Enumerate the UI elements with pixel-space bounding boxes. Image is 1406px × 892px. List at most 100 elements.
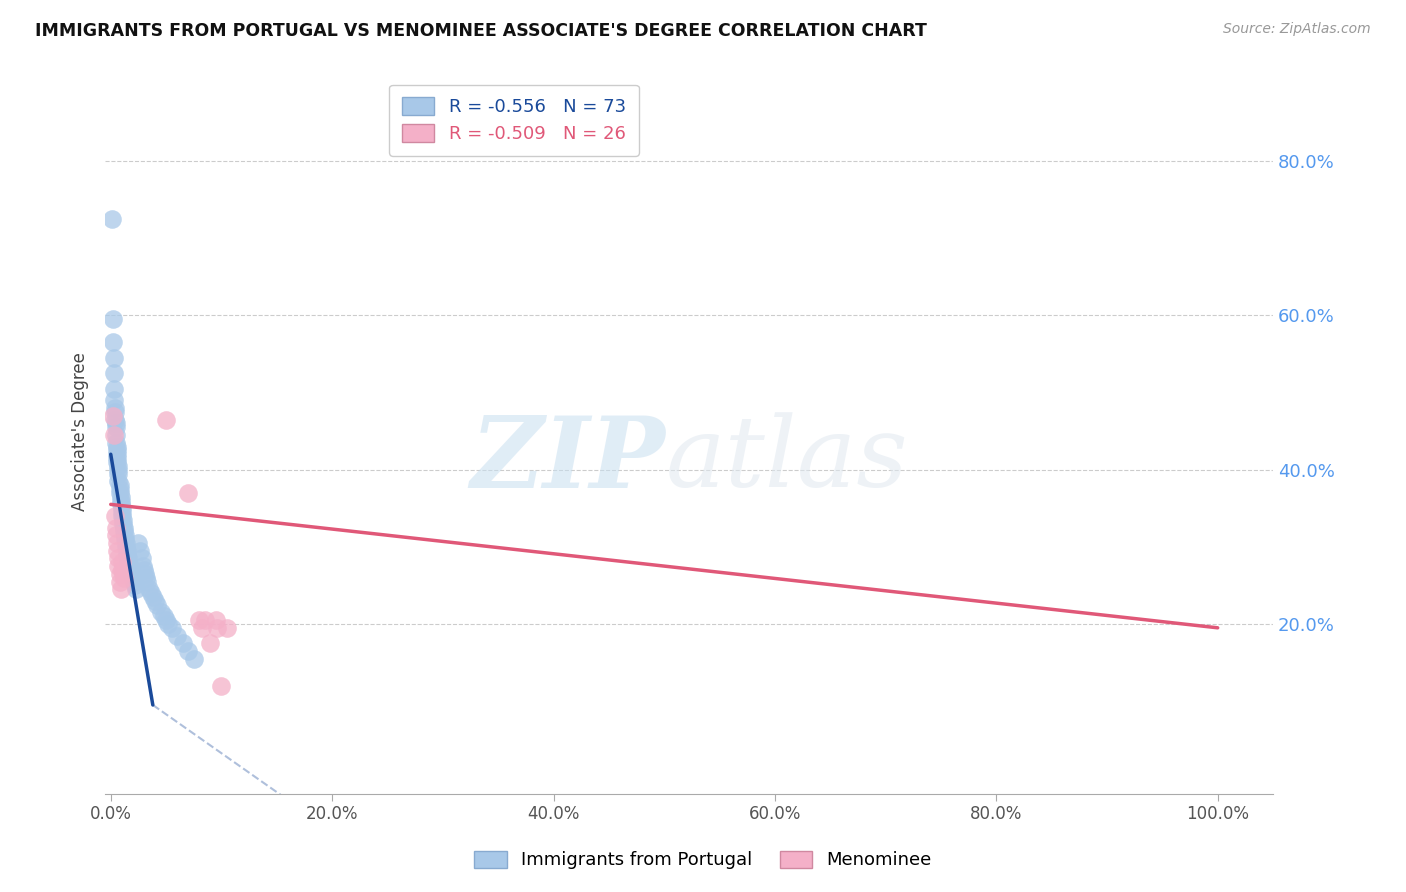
Point — [142, 590, 165, 604]
Point — [124, 578, 146, 592]
Point — [110, 582, 132, 597]
Point — [112, 520, 135, 534]
Point — [103, 366, 125, 380]
Point — [110, 493, 132, 508]
Point — [111, 555, 134, 569]
Point — [134, 566, 156, 581]
Point — [209, 679, 232, 693]
Point — [205, 621, 228, 635]
Point — [121, 566, 143, 581]
Point — [127, 536, 149, 550]
Point — [115, 540, 138, 554]
Point — [103, 382, 125, 396]
Point — [111, 508, 134, 523]
Point — [110, 497, 132, 511]
Point — [105, 417, 128, 431]
Point — [105, 455, 128, 469]
Point — [188, 613, 211, 627]
Point — [131, 551, 153, 566]
Point — [128, 543, 150, 558]
Point — [105, 428, 128, 442]
Point — [108, 566, 131, 581]
Point — [132, 559, 155, 574]
Point — [105, 447, 128, 461]
Point — [149, 606, 172, 620]
Point — [200, 636, 222, 650]
Point — [205, 613, 228, 627]
Point — [155, 412, 177, 426]
Point — [100, 211, 122, 226]
Point — [105, 440, 128, 454]
Point — [157, 617, 180, 632]
Point — [112, 571, 135, 585]
Point — [101, 335, 124, 350]
Point — [108, 574, 131, 589]
Point — [103, 393, 125, 408]
Point — [122, 574, 145, 589]
Point — [111, 566, 134, 581]
Point — [117, 551, 139, 566]
Point — [136, 574, 159, 589]
Point — [107, 458, 129, 473]
Point — [190, 621, 212, 635]
Point — [125, 582, 148, 597]
Point — [155, 613, 177, 627]
Point — [107, 463, 129, 477]
Point — [177, 644, 200, 658]
Point — [177, 485, 200, 500]
Point — [118, 559, 141, 574]
Point — [101, 312, 124, 326]
Point — [194, 613, 217, 627]
Point — [107, 559, 129, 574]
Point — [108, 485, 131, 500]
Point — [138, 582, 160, 597]
Point — [132, 563, 155, 577]
Point — [114, 532, 136, 546]
Point — [105, 536, 128, 550]
Point — [115, 536, 138, 550]
Point — [110, 490, 132, 504]
Point — [105, 451, 128, 466]
Point — [114, 528, 136, 542]
Point — [160, 621, 183, 635]
Point — [105, 420, 128, 434]
Legend: R = -0.556   N = 73, R = -0.509   N = 26: R = -0.556 N = 73, R = -0.509 N = 26 — [389, 85, 638, 156]
Point — [117, 543, 139, 558]
Point — [105, 435, 128, 450]
Point — [105, 543, 128, 558]
Point — [111, 501, 134, 516]
Point — [143, 594, 166, 608]
Point — [183, 651, 205, 665]
Point — [111, 513, 134, 527]
Text: IMMIGRANTS FROM PORTUGAL VS MENOMINEE ASSOCIATE'S DEGREE CORRELATION CHART: IMMIGRANTS FROM PORTUGAL VS MENOMINEE AS… — [35, 22, 927, 40]
Point — [107, 467, 129, 481]
Point — [215, 621, 238, 635]
Point — [146, 598, 169, 612]
Point — [104, 412, 127, 426]
Point — [117, 555, 139, 569]
Text: atlas: atlas — [666, 412, 908, 508]
Point — [103, 351, 125, 365]
Legend: Immigrants from Portugal, Menominee: Immigrants from Portugal, Menominee — [465, 842, 941, 879]
Point — [111, 563, 134, 577]
Point — [107, 475, 129, 489]
Point — [135, 571, 157, 585]
Point — [111, 516, 134, 531]
Point — [153, 609, 176, 624]
Point — [104, 401, 127, 415]
Point — [172, 636, 194, 650]
Point — [103, 428, 125, 442]
Point — [166, 628, 188, 642]
Text: Source: ZipAtlas.com: Source: ZipAtlas.com — [1223, 22, 1371, 37]
Point — [105, 520, 128, 534]
Y-axis label: Associate's Degree: Associate's Degree — [72, 351, 89, 510]
Point — [105, 528, 128, 542]
Point — [101, 409, 124, 423]
Point — [108, 482, 131, 496]
Text: ZIP: ZIP — [471, 412, 666, 508]
Point — [108, 478, 131, 492]
Point — [139, 586, 162, 600]
Point — [104, 405, 127, 419]
Point — [105, 443, 128, 458]
Point — [104, 508, 127, 523]
